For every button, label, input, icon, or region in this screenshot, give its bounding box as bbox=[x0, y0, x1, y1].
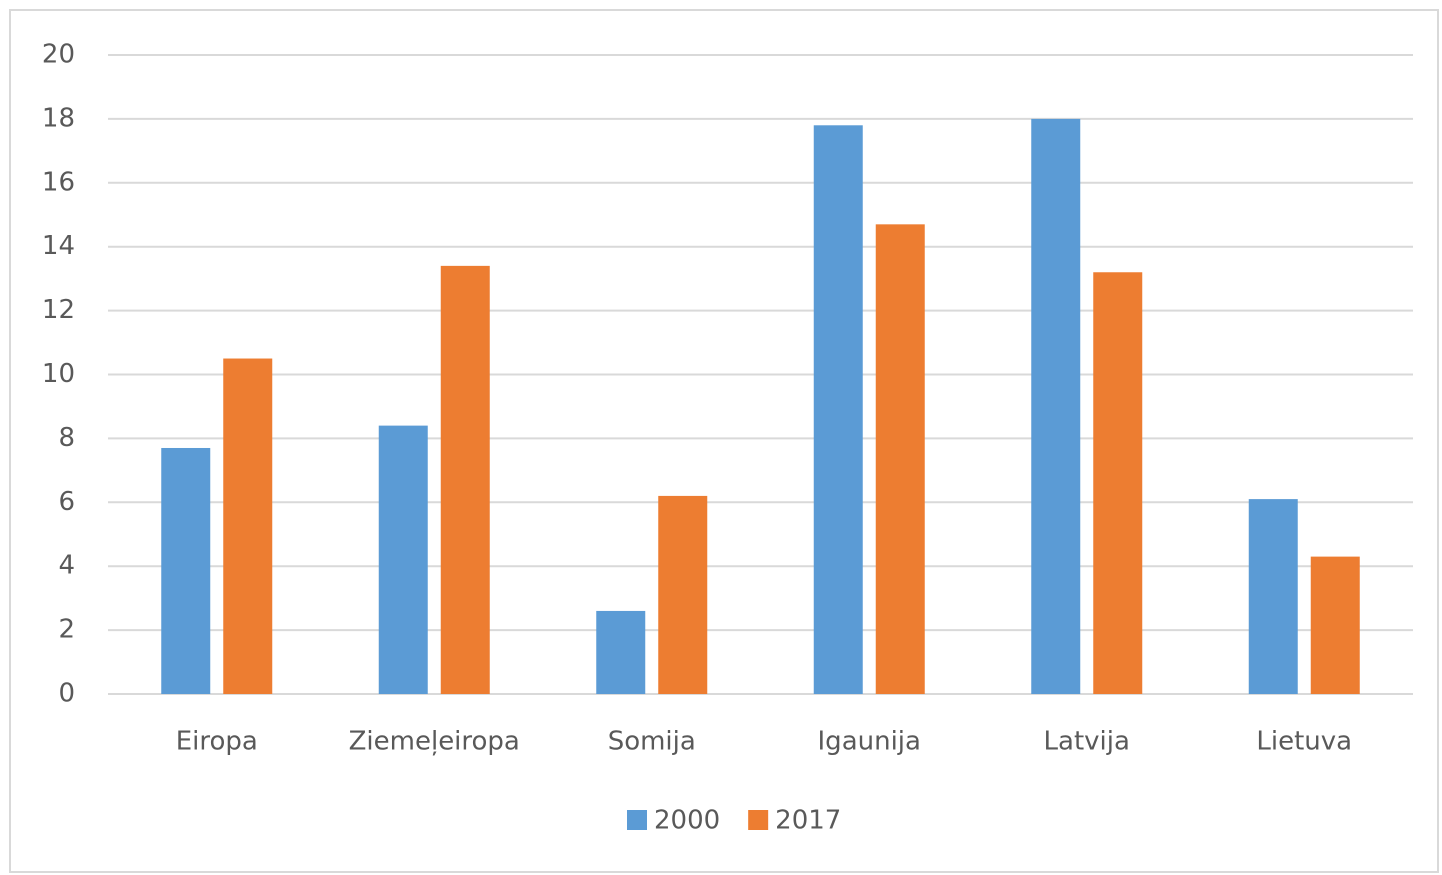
bar bbox=[1031, 118, 1081, 694]
bar bbox=[813, 125, 863, 695]
y-tick-label: 10 bbox=[42, 359, 75, 389]
y-tick-label: 4 bbox=[58, 551, 75, 581]
x-tick-label: Igaunija bbox=[818, 727, 921, 757]
y-tick-label: 18 bbox=[42, 103, 75, 133]
bar bbox=[440, 265, 490, 694]
bar bbox=[378, 425, 428, 694]
bar bbox=[1093, 272, 1143, 694]
y-tick-label: 6 bbox=[58, 487, 75, 517]
x-tick-label: Lietuva bbox=[1256, 727, 1352, 757]
bar bbox=[1310, 556, 1360, 694]
y-tick-label: 0 bbox=[58, 679, 75, 709]
y-tick-label: 14 bbox=[42, 231, 75, 261]
bar bbox=[875, 224, 925, 694]
legend-swatch bbox=[627, 810, 647, 830]
bar bbox=[658, 495, 708, 694]
y-tick-label: 20 bbox=[42, 40, 75, 70]
legend-label: 2017 bbox=[775, 806, 841, 836]
legend-swatch bbox=[748, 810, 769, 830]
y-tick-label: 16 bbox=[42, 167, 75, 197]
bar bbox=[596, 610, 646, 694]
y-tick-label: 2 bbox=[58, 615, 75, 645]
bar bbox=[161, 447, 211, 694]
x-tick-label: Ziemeļeiropa bbox=[349, 727, 520, 757]
x-tick-label: Eiropa bbox=[176, 727, 258, 757]
bar bbox=[223, 358, 273, 694]
x-tick-label: Somija bbox=[608, 727, 696, 757]
y-tick-label: 12 bbox=[42, 295, 75, 325]
legend-label: 2000 bbox=[654, 806, 720, 836]
x-tick-label: Latvija bbox=[1044, 727, 1130, 757]
y-tick-label: 8 bbox=[58, 423, 75, 453]
bar bbox=[1248, 499, 1298, 694]
